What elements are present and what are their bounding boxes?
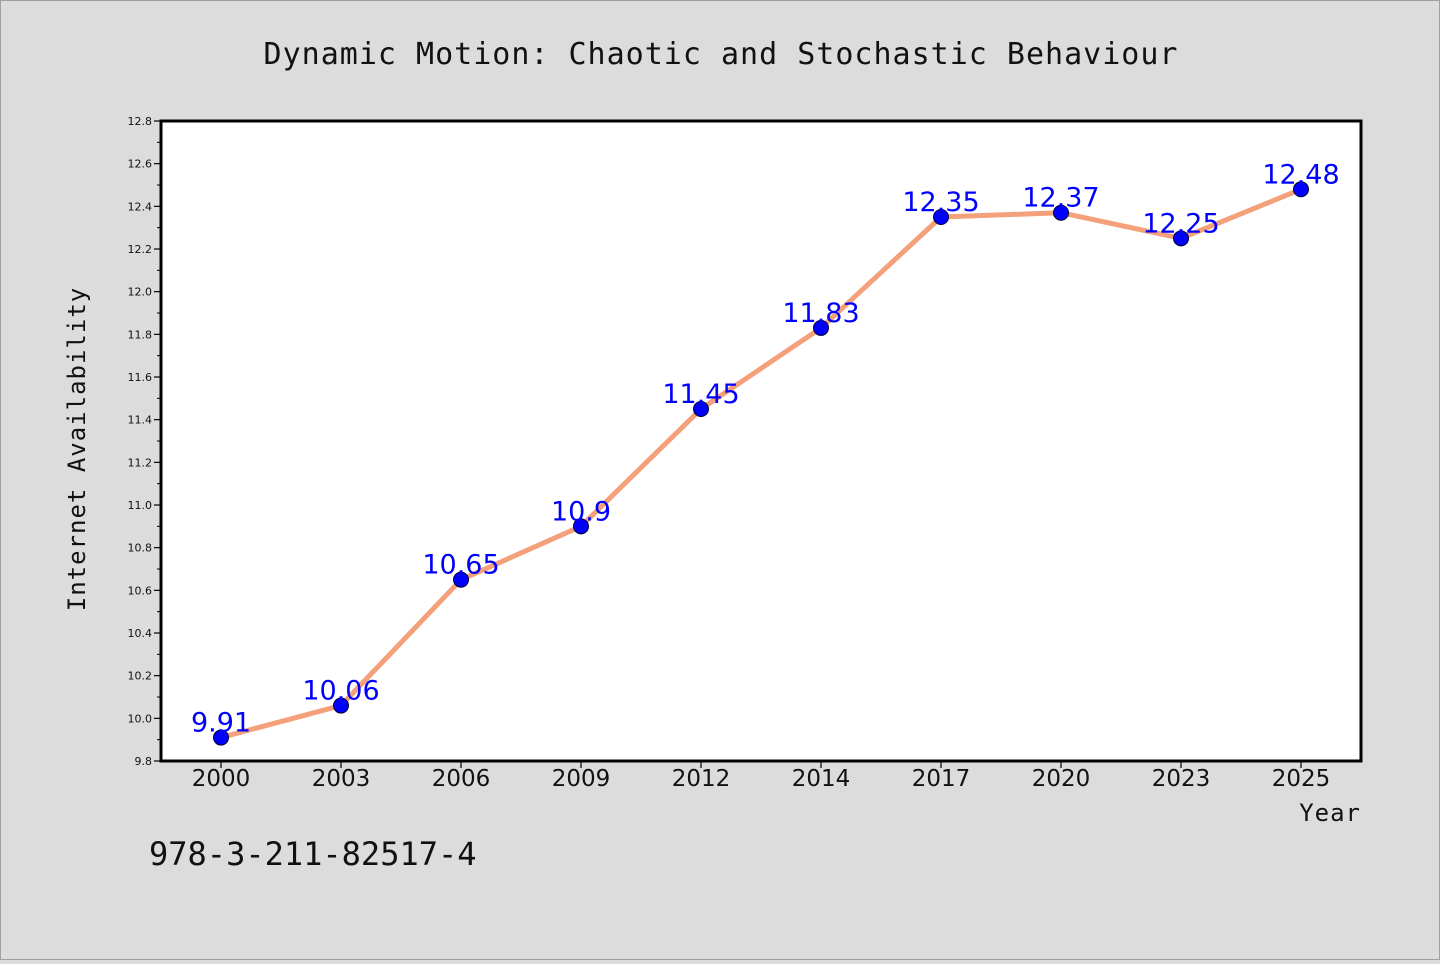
series-line [218, 186, 1304, 741]
y-tick-label: 12.0 [128, 286, 153, 299]
data-label: 10.9 [551, 496, 611, 527]
y-axis: 9.8 10.0 10.2 10.4 10.6 10.8 11.0 11.2 11.4 11.6 1… [128, 115, 161, 768]
y-tick-label: 12.4 [128, 200, 153, 213]
data-labels: 9.91 10.06 10.65 10.9 11.45 11.83 12.35 12.37 12… [191, 159, 1340, 738]
data-point [1053, 204, 1069, 221]
data-point [333, 697, 349, 714]
data-point [1293, 181, 1309, 198]
y-tick-label: 11.4 [128, 414, 153, 427]
y-tick-label: 11.8 [128, 328, 153, 341]
data-label: 12.48 [1262, 159, 1339, 190]
data-label: 11.83 [782, 298, 859, 329]
y-tick-label: 10.2 [128, 670, 153, 683]
plot-area [159, 119, 1363, 763]
data-point [813, 319, 829, 336]
x-tick-label: 2023 [1152, 766, 1211, 792]
y-tick-label: 9.8 [135, 755, 153, 768]
y-tick-label: 11.2 [128, 456, 153, 469]
isbn-annotation: 978-3-211-82517-4 [149, 835, 477, 873]
x-tick-label: 2025 [1272, 766, 1331, 792]
y-axis-label: Internet Availability [63, 287, 91, 611]
x-axis-label: Year [1299, 799, 1361, 827]
data-label: 11.45 [662, 379, 739, 410]
y-tick-label: 11.0 [128, 499, 153, 512]
x-tick-label: 2020 [1032, 766, 1091, 792]
data-point [933, 209, 949, 225]
data-label: 10.06 [302, 676, 379, 707]
y-tick-label: 10.0 [128, 712, 153, 725]
series-layer [213, 181, 1309, 746]
x-tick-label: 2000 [192, 766, 251, 792]
y-tick-label: 10.6 [128, 584, 153, 597]
y-tick-label: 12.2 [128, 243, 153, 256]
data-point [573, 518, 589, 535]
y-tick-label: 10.4 [128, 627, 153, 640]
y-tick-label: 11.6 [128, 371, 153, 384]
data-point [693, 401, 709, 417]
x-tick-label: 2003 [312, 766, 371, 792]
data-label: 10.65 [422, 550, 499, 581]
data-label: 12.25 [1142, 208, 1219, 239]
data-label: 12.37 [1022, 183, 1099, 214]
data-label: 9.91 [191, 708, 251, 739]
x-tick-label: 2014 [792, 766, 851, 792]
y-tick-label: 10.8 [128, 542, 153, 555]
y-tick-label: 12.6 [128, 158, 153, 171]
data-point [1173, 230, 1189, 247]
chart-title: Dynamic Motion: Chaotic and Stochastic B… [264, 37, 1179, 72]
data-point [453, 571, 469, 588]
data-label: 12.35 [902, 187, 979, 218]
x-tick-label: 2006 [432, 766, 491, 792]
y-tick-label: 12.8 [128, 115, 153, 128]
x-tick-label: 2012 [672, 766, 731, 792]
x-tick-label: 2017 [912, 766, 971, 792]
x-tick-label: 2009 [552, 766, 611, 792]
x-axis: 2000 2003 2006 2009 2012 2014 2017 2020 2023 2025 [192, 761, 1331, 792]
data-point [213, 729, 229, 746]
